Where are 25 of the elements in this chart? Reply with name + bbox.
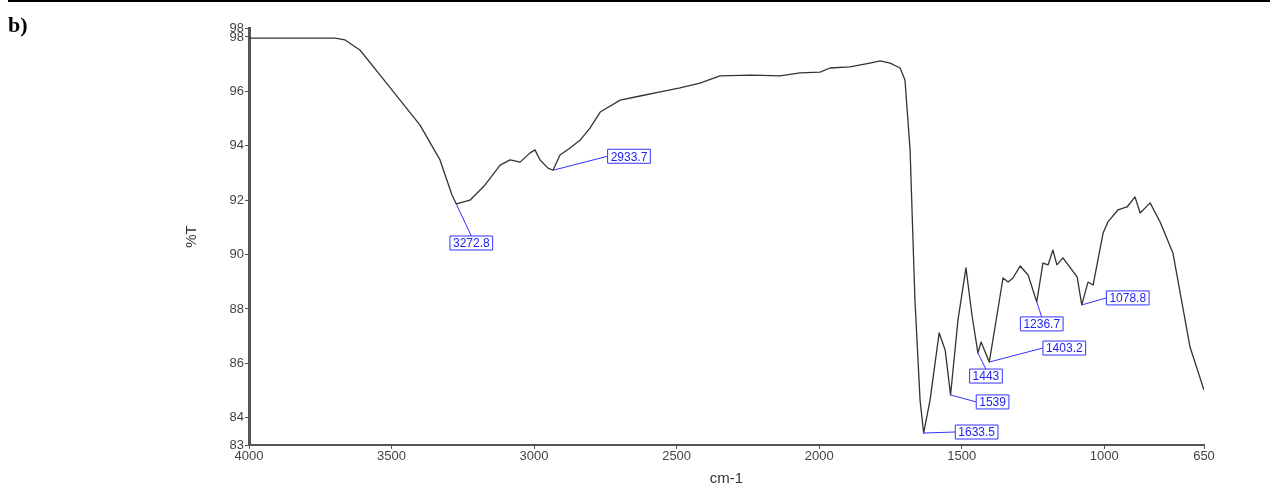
annotation: 3272.8 [452,236,490,251]
text: b) [8,12,28,38]
annotation: 1443 [972,369,1000,384]
y-axis-title: %T [182,225,200,248]
y-tick-label: 86 [229,354,244,370]
y-tick-label: 84 [229,409,244,425]
annotation: 1236.7 [1023,317,1061,332]
x-tick-label: 3500 [377,448,406,464]
x-tick-label: 1000 [1089,448,1119,464]
x-tick-label: 650 [1193,448,1215,464]
annotation: 1078.8 [1109,291,1147,306]
y-tick-label: 90 [229,246,244,262]
y-tick-label: 92 [229,191,244,207]
x-tick-label: 2500 [662,448,692,464]
x-axis-title: cm-1 [709,469,744,487]
x-tick-label: 1500 [947,448,977,464]
x-tick-label: 3000 [519,448,549,464]
annotation: 1539 [979,395,1007,410]
annotation: 2933.7 [610,149,648,164]
annotation: 1403.2 [1045,341,1083,356]
annotation: 1633.5 [958,425,996,440]
y-tick-label: 88 [229,300,244,316]
y-tick-label: 94 [229,137,244,153]
y-tick-label: 96 [229,82,244,98]
x-tick-label: 2000 [804,448,834,464]
